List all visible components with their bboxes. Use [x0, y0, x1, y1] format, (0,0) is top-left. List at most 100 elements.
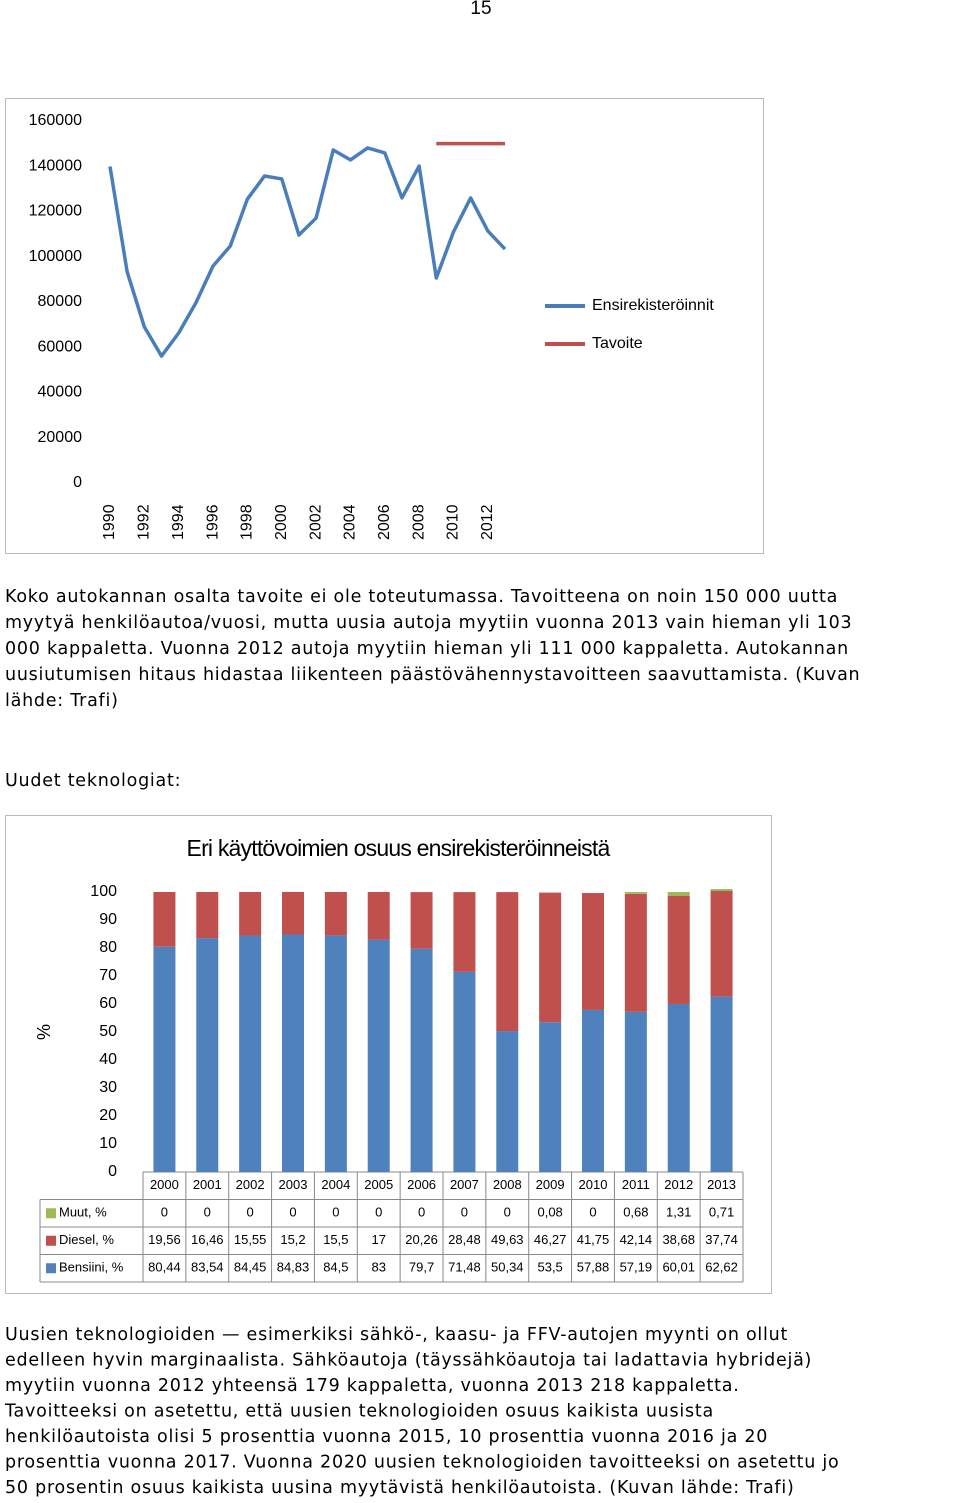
- y-axis-label: %: [34, 1024, 54, 1040]
- bar-segment: [667, 895, 690, 1004]
- y-tick-label: 60000: [38, 338, 83, 355]
- x-tick-label: 2010: [579, 1177, 608, 1192]
- x-tick-label: 2004: [342, 504, 359, 540]
- table-value: 19,56: [148, 1232, 181, 1247]
- y-tick-label: 80000: [38, 293, 83, 310]
- y-tick-label: 50: [99, 1023, 117, 1040]
- x-tick-label: 1994: [170, 504, 187, 540]
- bar-segment: [667, 1003, 690, 1172]
- bar-segment: [239, 892, 262, 936]
- bar-segment: [153, 892, 176, 947]
- paragraph-line: edelleen hyvin marginaalista. Sähköautoj…: [5, 1351, 812, 1371]
- bar-segment: [324, 892, 347, 936]
- y-tick-label: 140000: [29, 157, 82, 174]
- table-value: 0: [418, 1205, 425, 1220]
- page-number: 15: [470, 0, 491, 19]
- x-tick-label: 2001: [193, 1177, 222, 1192]
- table-value: 0: [289, 1205, 296, 1220]
- table-value: 1,31: [666, 1205, 691, 1220]
- x-tick-label: 2011: [622, 1177, 650, 1192]
- paragraph-line: 50 prosentin osuus kaikista uusina myytä…: [5, 1478, 795, 1498]
- y-tick-label: 70: [99, 967, 117, 984]
- table-value: 15,55: [234, 1232, 267, 1247]
- table-value: 57,19: [620, 1260, 653, 1275]
- table-value: 20,26: [405, 1232, 438, 1247]
- bar-segment: [624, 893, 647, 1012]
- table-value: 0: [161, 1205, 168, 1220]
- legend-label: Tavoite: [592, 335, 643, 352]
- legend-swatch: [46, 1208, 56, 1219]
- table-value: 28,48: [448, 1232, 481, 1247]
- bar-segment: [239, 935, 262, 1172]
- heading: Uudet teknologiat:: [5, 771, 181, 791]
- bar-segment: [196, 938, 219, 1172]
- paragraph-line: uusiutumisen hitaus hidastaa liikenteen …: [5, 665, 860, 685]
- x-tick-label: 2009: [536, 1177, 565, 1192]
- y-tick-label: 0: [108, 1163, 117, 1180]
- paragraph-line: prosenttia vuonna 2017. Vuonna 2020 uusi…: [5, 1453, 839, 1473]
- legend-swatch: [46, 1263, 56, 1274]
- table-value: 37,74: [705, 1232, 738, 1247]
- y-tick-label: 20000: [38, 429, 83, 446]
- table-value: 83: [371, 1260, 385, 1275]
- x-tick-label: 1992: [136, 504, 153, 540]
- chart-frame: [5, 98, 764, 554]
- table-value: 17: [371, 1232, 385, 1247]
- y-tick-label: 60: [99, 995, 117, 1012]
- legend-label: Bensiini, %: [59, 1260, 124, 1275]
- bar-segment: [667, 892, 690, 896]
- bar-segment: [453, 971, 476, 1172]
- x-tick-label: 2008: [493, 1177, 522, 1192]
- bar-segment: [453, 892, 476, 972]
- line: [108, 146, 507, 358]
- x-tick-label: 2007: [450, 1177, 479, 1192]
- table-value: 38,68: [662, 1232, 695, 1247]
- table-value: 0: [332, 1205, 339, 1220]
- bar-segment: [324, 935, 347, 1172]
- chart-title: Eri käyttövoimien osuus ensirekisteröinn…: [187, 835, 611, 861]
- bar-segment: [582, 1009, 604, 1172]
- y-tick-label: 80: [99, 939, 117, 956]
- y-tick-label: 0: [73, 474, 82, 491]
- y-tick-label: 40000: [38, 384, 83, 401]
- table-value: 84,5: [323, 1260, 348, 1275]
- bar-segment: [710, 890, 733, 997]
- table-value: 49,63: [491, 1232, 524, 1247]
- legend-label: Ensirekisteröinnit: [592, 297, 714, 314]
- table-value: 84,45: [234, 1260, 267, 1275]
- paragraph-line: myytyä henkilöautoa/vuosi, mutta uusia a…: [5, 613, 852, 633]
- y-tick-label: 120000: [29, 203, 82, 220]
- table-value: 15,5: [323, 1232, 348, 1247]
- bar-segment: [367, 892, 390, 940]
- bar-segment: [710, 889, 733, 891]
- table-value: 83,54: [191, 1260, 224, 1275]
- bar-segment: [582, 893, 604, 1010]
- legend-swatch: [46, 1235, 56, 1246]
- paragraph-line: henkilöautoista olisi 5 prosenttia vuonn…: [5, 1427, 768, 1447]
- table-value: 57,88: [577, 1260, 610, 1275]
- table-value: 0,71: [709, 1205, 734, 1220]
- y-tick-label: 100000: [29, 248, 82, 265]
- table-value: 46,27: [534, 1232, 567, 1247]
- table-value: 0: [589, 1205, 596, 1220]
- bar-segment: [367, 939, 390, 1172]
- bar-segment: [496, 1031, 519, 1172]
- table-value: 41,75: [577, 1232, 610, 1247]
- x-tick-label: 2005: [364, 1177, 393, 1192]
- paragraph-line: myytiin vuonna 2012 yhteensä 179 kappale…: [5, 1376, 740, 1396]
- table-value: 53,5: [537, 1260, 562, 1275]
- x-tick-label: 1996: [204, 504, 221, 540]
- table-value: 0: [375, 1205, 382, 1220]
- paragraph-line: lähde: Trafi): [5, 691, 119, 711]
- x-tick-label: 2002: [307, 504, 324, 540]
- bar-segment: [496, 892, 519, 1032]
- legend-label: Diesel, %: [59, 1232, 114, 1247]
- x-tick-label: 2013: [707, 1177, 736, 1192]
- paragraph-line: 000 kappaletta. Vuonna 2012 autoja myyti…: [5, 639, 849, 659]
- bar-segment: [410, 892, 433, 949]
- table-value: 50,34: [491, 1260, 524, 1275]
- x-tick-label: 2000: [273, 504, 290, 540]
- bar-segment: [539, 1022, 562, 1172]
- x-tick-label: 2002: [236, 1177, 265, 1192]
